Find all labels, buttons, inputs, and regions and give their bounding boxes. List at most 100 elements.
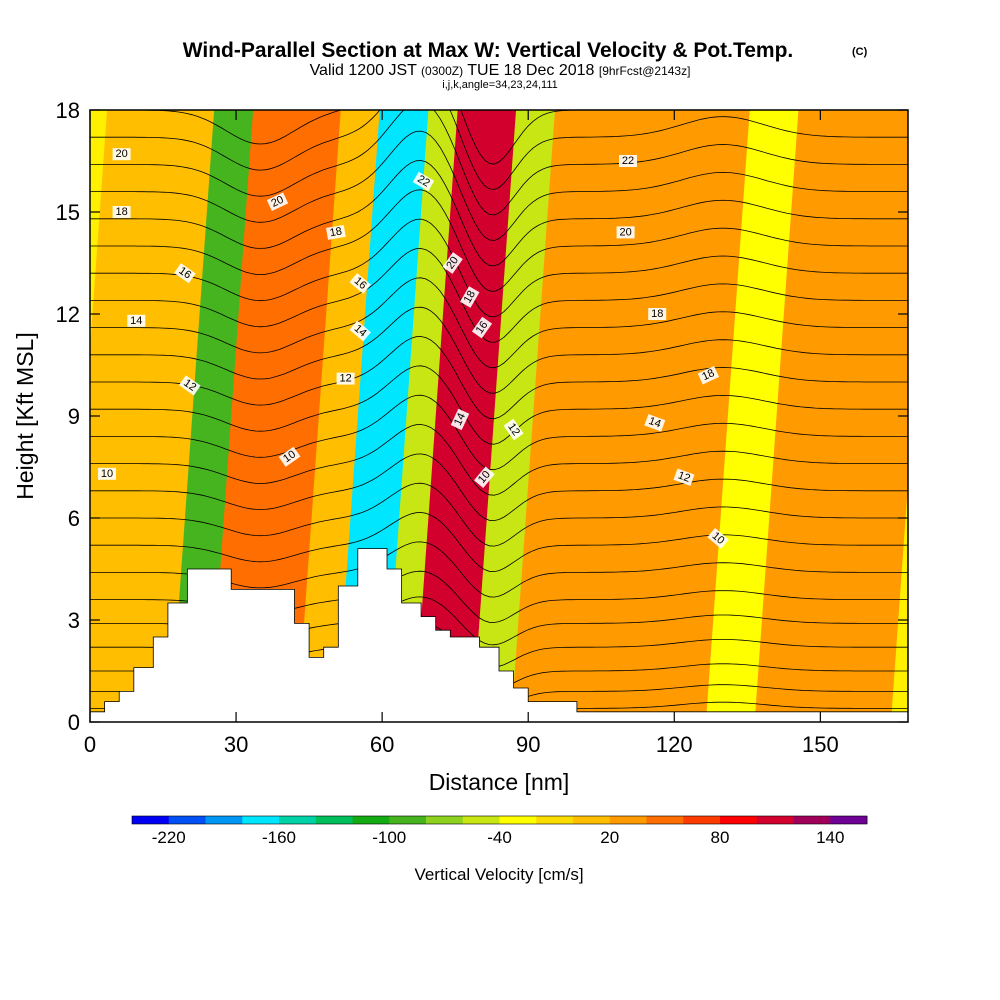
colorbar-swatch bbox=[609, 816, 647, 824]
y-tick-label: 0 bbox=[68, 710, 80, 735]
x-axis-title: Distance [nm] bbox=[429, 769, 570, 795]
contour-label-text: 20 bbox=[444, 255, 461, 272]
theta-contour-line-12 bbox=[90, 394, 908, 471]
theta-contour-line-23 bbox=[90, 110, 908, 190]
x-tick-label: 30 bbox=[224, 732, 248, 757]
plot-area: 2018141016122018101614122220181614121022… bbox=[90, 110, 908, 722]
velocity-band-9 bbox=[472, 110, 565, 722]
contour-label-15: 18 bbox=[460, 286, 480, 308]
contour-label-bg bbox=[127, 314, 146, 327]
contour-label-text: 16 bbox=[176, 265, 193, 282]
contour-label-bg bbox=[471, 316, 493, 339]
theta-contour-line-21 bbox=[90, 130, 908, 241]
contour-label-bg bbox=[278, 446, 301, 467]
contour-label-text: 14 bbox=[647, 415, 663, 430]
velocity-band-8 bbox=[413, 110, 526, 722]
x-tick-label: 60 bbox=[370, 732, 394, 757]
contour-label-16: 16 bbox=[471, 316, 493, 339]
colorbar-tick-label: -160 bbox=[262, 828, 296, 847]
contour-label-6: 12 bbox=[178, 375, 201, 396]
colorbar-swatch bbox=[168, 816, 206, 824]
contour-label-bg bbox=[412, 171, 435, 192]
contour-label-3: 14 bbox=[127, 314, 146, 327]
x-axis: 0 30 60 90 120 150 bbox=[84, 110, 839, 757]
contour-label-4: 10 bbox=[98, 467, 116, 480]
colorbar-swatch bbox=[830, 816, 868, 824]
contour-label-1: 20 bbox=[112, 148, 131, 161]
contour-label-2: 18 bbox=[112, 206, 131, 218]
contour-label-text: 12 bbox=[181, 377, 198, 394]
contour-label-bg bbox=[112, 206, 131, 218]
contour-label-21: 20 bbox=[616, 226, 635, 239]
colorbar-tick-label: -100 bbox=[372, 828, 406, 847]
colorbar-tick-label: 140 bbox=[816, 828, 844, 847]
contour-label-text: 22 bbox=[622, 155, 634, 167]
contour-label-bg bbox=[673, 468, 695, 486]
colorbar-tick-label: 80 bbox=[711, 828, 730, 847]
contour-label-bg bbox=[697, 365, 720, 385]
velocity-bands bbox=[90, 110, 908, 722]
contour-label-7: 20 bbox=[266, 192, 289, 212]
contour-label-text: 10 bbox=[101, 468, 113, 480]
contour-label-17: 14 bbox=[450, 408, 470, 431]
colorbar-swatch bbox=[389, 816, 427, 824]
colorbar-swatch bbox=[426, 816, 464, 824]
colorbar-swatch bbox=[720, 816, 758, 824]
contour-label-bg bbox=[98, 467, 116, 480]
theta-contour-line-8 bbox=[90, 512, 908, 573]
y-tick-label: 15 bbox=[56, 200, 80, 225]
contour-label-text: 18 bbox=[115, 206, 127, 218]
contour-label-text: 16 bbox=[474, 319, 491, 336]
colorbar-tick-label: -40 bbox=[487, 828, 512, 847]
theta-contour-line-10 bbox=[90, 453, 908, 522]
colorbar-frame bbox=[131, 815, 868, 825]
x-tick-label: 0 bbox=[84, 732, 96, 757]
contour-label-bg bbox=[619, 155, 637, 167]
x-tick-label: 90 bbox=[516, 732, 540, 757]
colorbar-swatch bbox=[646, 816, 684, 824]
theta-contour-line-13 bbox=[90, 365, 908, 445]
colorbar-tick-label: 20 bbox=[600, 828, 619, 847]
colorbar-swatch bbox=[132, 816, 170, 824]
contour-label-13: 22 bbox=[412, 171, 435, 192]
contour-label-text: 14 bbox=[130, 315, 142, 327]
x-tick-label: 150 bbox=[802, 732, 839, 757]
colorbar-swatch bbox=[793, 816, 831, 824]
contour-label-bg bbox=[503, 418, 524, 441]
x-tick-label: 120 bbox=[656, 732, 693, 757]
contour-label-text: 20 bbox=[619, 226, 631, 238]
grid-params: i,j,k,angle=34,23,24,111 bbox=[442, 79, 558, 91]
y-tick-label: 9 bbox=[68, 404, 80, 429]
theta-contour-line-15 bbox=[90, 306, 908, 394]
colorbar-swatch bbox=[242, 816, 280, 824]
valid-date: TUE 18 Dec 2018 bbox=[467, 62, 594, 79]
contour-label-text: 18 bbox=[329, 225, 343, 239]
chart-title: Wind-Parallel Section at Max W: Vertical… bbox=[183, 39, 794, 62]
theta-contour-line-14 bbox=[90, 336, 908, 420]
contour-label-14: 20 bbox=[442, 252, 463, 274]
velocity-band-2 bbox=[102, 110, 224, 722]
colorbar-swatch bbox=[536, 816, 574, 824]
theta-contour-line-17 bbox=[90, 248, 908, 343]
contour-label-9: 10 bbox=[278, 446, 301, 467]
contour-label-bg bbox=[644, 414, 666, 432]
contour-label-bg bbox=[707, 528, 729, 549]
velocity-band-13 bbox=[754, 110, 908, 722]
colorbar-swatch bbox=[279, 816, 317, 824]
contour-label-25: 12 bbox=[673, 468, 695, 486]
valid-prefix: Valid 1200 JST bbox=[310, 62, 418, 79]
chart-subtitle: Valid 1200 JST (0300Z) TUE 18 Dec 2018 [… bbox=[310, 62, 691, 79]
contour-label-text: 22 bbox=[415, 173, 432, 190]
theta-contour-line-20 bbox=[90, 160, 908, 267]
contour-label-20: 22 bbox=[619, 155, 637, 167]
colorbar-swatch bbox=[499, 816, 537, 824]
forecast-info: [9hrFcst@2143z] bbox=[599, 64, 691, 78]
colorbar-swatch bbox=[205, 816, 243, 824]
contour-label-bg bbox=[112, 148, 131, 161]
theta-contour-line-18 bbox=[90, 218, 908, 318]
contour-label-text: 10 bbox=[281, 448, 298, 465]
contour-label-text: 12 bbox=[676, 469, 692, 484]
contour-label-bg bbox=[460, 286, 480, 308]
y-tick-label: 6 bbox=[68, 506, 80, 531]
theta-contour-line-22 bbox=[90, 110, 908, 216]
